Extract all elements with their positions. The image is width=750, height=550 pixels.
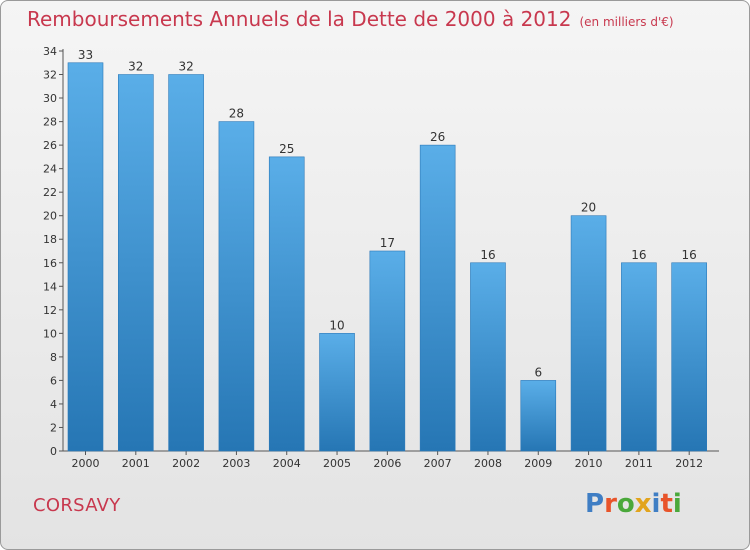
y-tick-label: 34	[43, 45, 57, 58]
y-tick-label: 26	[43, 139, 57, 152]
chart-unit: (en milliers d'€)	[579, 15, 674, 29]
x-tick-label-2010: 2010	[575, 457, 603, 470]
data-label-2002: 32	[178, 60, 193, 74]
x-tick-label-2005: 2005	[323, 457, 351, 470]
data-label-2000: 33	[78, 48, 93, 62]
data-label-2010: 20	[581, 201, 596, 215]
data-label-2003: 28	[229, 107, 244, 121]
chart-title: Remboursements Annuels de la Dette de 20…	[27, 7, 674, 31]
logo-letter: i	[651, 489, 661, 519]
data-label-2006: 17	[380, 236, 395, 250]
bar-2007	[419, 144, 456, 452]
y-tick-label: 8	[50, 351, 57, 364]
y-tick-label: 30	[43, 92, 57, 105]
logo-letter: o	[616, 489, 635, 519]
bar-2009	[520, 380, 557, 452]
data-label-2011: 16	[631, 248, 646, 262]
data-label-2007: 26	[430, 130, 445, 144]
y-tick-label: 16	[43, 257, 57, 270]
bar-2005	[319, 333, 355, 452]
x-tick-label-2003: 2003	[222, 457, 250, 470]
data-label-2009: 6	[534, 365, 542, 379]
y-tick-label: 20	[43, 210, 57, 223]
data-label-2001: 32	[128, 60, 143, 74]
y-tick-label: 0	[50, 445, 57, 458]
logo-letter: P	[585, 489, 605, 519]
bar-2006	[369, 250, 406, 452]
x-tick-label-2008: 2008	[474, 457, 502, 470]
bar-2011	[621, 262, 657, 452]
y-tick-label: 24	[43, 163, 57, 176]
x-tick-label-2002: 2002	[172, 457, 200, 470]
bar-2004	[268, 156, 305, 452]
x-tick-label-2012: 2012	[675, 457, 703, 470]
bar-2003	[218, 121, 255, 452]
x-tick-label-2009: 2009	[524, 457, 552, 470]
y-tick-label: 10	[43, 327, 57, 340]
y-tick-label: 32	[43, 69, 57, 82]
y-tick-label: 18	[43, 233, 57, 246]
logo-letter: x	[634, 489, 652, 519]
bar-2008	[470, 262, 506, 452]
data-label-2008: 16	[480, 248, 495, 262]
data-label-2012: 16	[682, 248, 697, 262]
y-tick-label: 28	[43, 116, 57, 129]
data-label-2005: 10	[329, 318, 344, 332]
y-tick-label: 6	[50, 374, 57, 387]
logo-letter: r	[604, 489, 617, 519]
x-tick-label-2006: 2006	[373, 457, 401, 470]
y-tick-label: 22	[43, 186, 57, 199]
y-tick-label: 4	[50, 398, 57, 411]
data-label-2004: 25	[279, 142, 294, 156]
y-tick-label: 14	[43, 280, 57, 293]
x-tick-label-2001: 2001	[122, 457, 150, 470]
x-tick-label-2004: 2004	[273, 457, 301, 470]
bar-2000	[67, 62, 104, 452]
y-tick-label: 2	[50, 421, 57, 434]
bar-2010	[570, 215, 607, 452]
bar-2002	[168, 74, 204, 452]
bar-2001	[118, 74, 154, 452]
logo-letter: i	[672, 489, 682, 519]
chart-title-text: Remboursements Annuels de la Dette de 20…	[27, 7, 572, 31]
commune-name: CORSAVY	[33, 495, 121, 516]
proxiti-logo: Proxiti	[585, 489, 682, 519]
x-tick-label-2007: 2007	[424, 457, 452, 470]
y-tick-label: 12	[43, 304, 57, 317]
logo-letter: t	[660, 489, 673, 519]
x-tick-label-2000: 2000	[72, 457, 100, 470]
x-tick-label-2011: 2011	[625, 457, 653, 470]
bar-2012	[671, 262, 707, 452]
